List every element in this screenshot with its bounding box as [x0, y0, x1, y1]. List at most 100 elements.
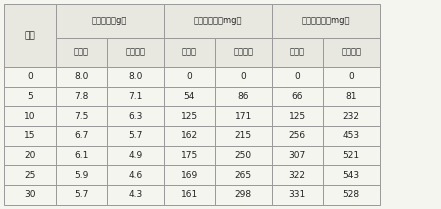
- Bar: [215, 87, 272, 106]
- Bar: [56, 87, 107, 106]
- Text: 169: 169: [181, 171, 198, 180]
- Bar: [164, 4, 272, 38]
- Text: 复合菌剂: 复合菌剂: [233, 48, 253, 57]
- Text: 265: 265: [235, 171, 252, 180]
- Text: 20: 20: [24, 151, 36, 160]
- Text: 175: 175: [181, 151, 198, 160]
- Text: 4.9: 4.9: [128, 151, 142, 160]
- Text: 5.9: 5.9: [74, 171, 88, 180]
- Text: 54: 54: [183, 92, 195, 101]
- Text: 10: 10: [24, 112, 36, 121]
- Bar: [107, 165, 164, 185]
- Text: 171: 171: [235, 112, 252, 121]
- Text: 0: 0: [295, 72, 300, 81]
- Bar: [272, 165, 323, 185]
- Bar: [215, 106, 272, 126]
- Bar: [215, 126, 272, 146]
- Bar: [164, 106, 215, 126]
- Text: 528: 528: [343, 190, 360, 199]
- Bar: [215, 67, 272, 87]
- Bar: [107, 146, 164, 165]
- Text: 7.8: 7.8: [74, 92, 88, 101]
- Text: 25: 25: [24, 171, 36, 180]
- Text: 0: 0: [187, 72, 192, 81]
- Bar: [272, 126, 323, 146]
- Bar: [107, 185, 164, 205]
- Bar: [215, 38, 272, 67]
- Text: 4.6: 4.6: [128, 171, 142, 180]
- Text: 232: 232: [343, 112, 360, 121]
- Text: 250: 250: [235, 151, 252, 160]
- Bar: [56, 106, 107, 126]
- Bar: [4, 165, 56, 185]
- Bar: [164, 38, 215, 67]
- Text: 肠杆菌: 肠杆菌: [290, 48, 305, 57]
- Text: 肠杆菌: 肠杆菌: [74, 48, 89, 57]
- Bar: [4, 4, 56, 67]
- Text: 543: 543: [343, 171, 360, 180]
- Bar: [272, 4, 380, 38]
- Text: 还原糖含量（mg）: 还原糖含量（mg）: [194, 16, 242, 25]
- Bar: [323, 106, 380, 126]
- Bar: [56, 67, 107, 87]
- Bar: [323, 67, 380, 87]
- Bar: [107, 38, 164, 67]
- Bar: [4, 126, 56, 146]
- Bar: [107, 126, 164, 146]
- Text: 5.7: 5.7: [74, 190, 88, 199]
- Bar: [4, 67, 56, 87]
- Text: 307: 307: [289, 151, 306, 160]
- Bar: [272, 146, 323, 165]
- Text: 162: 162: [181, 131, 198, 140]
- Bar: [272, 185, 323, 205]
- Text: 秸秆重量（g）: 秸秆重量（g）: [92, 16, 127, 25]
- Text: 15: 15: [24, 131, 36, 140]
- Bar: [272, 67, 323, 87]
- Bar: [56, 126, 107, 146]
- Bar: [323, 126, 380, 146]
- Bar: [164, 87, 215, 106]
- Bar: [272, 38, 323, 67]
- Bar: [4, 106, 56, 126]
- Text: 161: 161: [181, 190, 198, 199]
- Bar: [164, 185, 215, 205]
- Bar: [56, 185, 107, 205]
- Text: 215: 215: [235, 131, 252, 140]
- Bar: [164, 67, 215, 87]
- Bar: [323, 87, 380, 106]
- Text: 天数: 天数: [25, 31, 35, 40]
- Bar: [164, 126, 215, 146]
- Bar: [4, 87, 56, 106]
- Bar: [323, 185, 380, 205]
- Text: 331: 331: [289, 190, 306, 199]
- Text: 肠杆菌: 肠杆菌: [182, 48, 197, 57]
- Text: 7.1: 7.1: [128, 92, 142, 101]
- Text: 复合菌剂: 复合菌剂: [341, 48, 361, 57]
- Bar: [107, 67, 164, 87]
- Text: 5: 5: [27, 92, 33, 101]
- Text: 6.3: 6.3: [128, 112, 142, 121]
- Bar: [56, 38, 107, 67]
- Bar: [164, 165, 215, 185]
- Text: 0: 0: [348, 72, 354, 81]
- Text: 5.7: 5.7: [128, 131, 142, 140]
- Bar: [107, 87, 164, 106]
- Bar: [215, 146, 272, 165]
- Bar: [56, 165, 107, 185]
- Bar: [4, 185, 56, 205]
- Bar: [272, 106, 323, 126]
- Text: 298: 298: [235, 190, 252, 199]
- Text: 4.3: 4.3: [128, 190, 142, 199]
- Bar: [323, 38, 380, 67]
- Bar: [56, 4, 164, 38]
- Text: 66: 66: [292, 92, 303, 101]
- Text: 6.1: 6.1: [74, 151, 88, 160]
- Text: 30: 30: [24, 190, 36, 199]
- Text: 复合菌剂: 复合菌剂: [125, 48, 145, 57]
- Bar: [323, 146, 380, 165]
- Bar: [56, 146, 107, 165]
- Text: 86: 86: [238, 92, 249, 101]
- Text: 6.7: 6.7: [74, 131, 88, 140]
- Text: 8.0: 8.0: [128, 72, 142, 81]
- Text: 0: 0: [27, 72, 33, 81]
